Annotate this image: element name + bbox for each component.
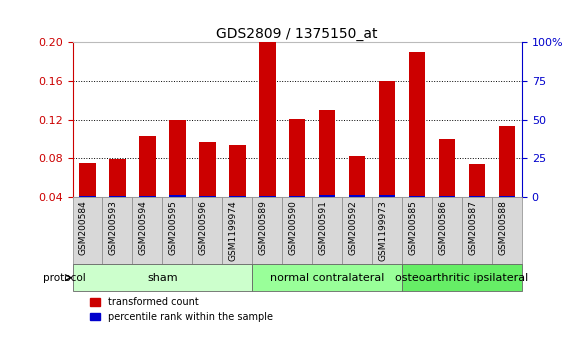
Bar <box>319 110 335 235</box>
Bar <box>259 42 276 235</box>
Bar <box>432 197 462 264</box>
Legend: transformed count, percentile rank within the sample: transformed count, percentile rank withi… <box>86 293 277 326</box>
Bar <box>139 136 155 235</box>
Bar <box>103 197 132 264</box>
Bar <box>289 196 306 235</box>
Text: GSM200589: GSM200589 <box>258 200 267 255</box>
Bar <box>199 196 216 235</box>
Bar <box>109 196 126 235</box>
Bar <box>162 197 193 264</box>
Bar <box>282 197 312 264</box>
Text: GSM200585: GSM200585 <box>408 200 417 255</box>
Bar <box>169 120 186 235</box>
Text: GSM200594: GSM200594 <box>139 200 147 255</box>
Bar <box>342 197 372 264</box>
Bar <box>469 196 485 235</box>
Text: GSM200588: GSM200588 <box>498 200 507 255</box>
Bar <box>72 264 252 291</box>
Text: osteoarthritic ipsilateral: osteoarthritic ipsilateral <box>396 273 529 283</box>
Text: GSM200591: GSM200591 <box>318 200 327 255</box>
Bar <box>462 197 492 264</box>
Bar <box>229 196 245 235</box>
Bar <box>199 142 216 235</box>
Bar <box>409 196 425 235</box>
Bar <box>439 196 455 235</box>
Bar <box>349 195 365 235</box>
Text: normal contralateral: normal contralateral <box>270 273 385 283</box>
Bar <box>409 52 425 235</box>
Bar <box>132 197 162 264</box>
Text: GSM200593: GSM200593 <box>108 200 117 255</box>
Text: GSM200587: GSM200587 <box>468 200 477 255</box>
Text: GSM200590: GSM200590 <box>288 200 297 255</box>
Bar <box>379 195 396 235</box>
Bar <box>222 197 252 264</box>
Bar <box>229 145 245 235</box>
Bar <box>312 197 342 264</box>
Bar <box>109 159 126 235</box>
Text: sham: sham <box>147 273 177 283</box>
Text: GSM1199974: GSM1199974 <box>229 200 237 261</box>
Text: GSM200592: GSM200592 <box>348 200 357 255</box>
Bar <box>139 196 155 235</box>
Bar <box>289 119 306 235</box>
Bar <box>319 195 335 235</box>
Bar <box>252 264 402 291</box>
Bar <box>439 139 455 235</box>
Bar <box>402 264 522 291</box>
Bar <box>72 197 103 264</box>
Bar <box>379 81 396 235</box>
Bar <box>79 163 96 235</box>
Text: GSM1199973: GSM1199973 <box>378 200 387 261</box>
Text: GSM200586: GSM200586 <box>438 200 447 255</box>
Text: GSM200596: GSM200596 <box>198 200 208 255</box>
Bar <box>349 156 365 235</box>
Bar <box>169 195 186 235</box>
Bar <box>499 126 515 235</box>
Bar <box>193 197 222 264</box>
Text: GSM200595: GSM200595 <box>168 200 177 255</box>
Text: GSM200584: GSM200584 <box>78 200 88 255</box>
Bar <box>252 197 282 264</box>
Bar <box>492 197 522 264</box>
Bar <box>372 197 402 264</box>
Text: protocol: protocol <box>42 273 85 283</box>
Bar <box>469 164 485 235</box>
Title: GDS2809 / 1375150_at: GDS2809 / 1375150_at <box>216 28 378 41</box>
Bar <box>499 196 515 235</box>
Bar <box>402 197 432 264</box>
Bar <box>259 196 276 235</box>
Bar <box>79 196 96 235</box>
